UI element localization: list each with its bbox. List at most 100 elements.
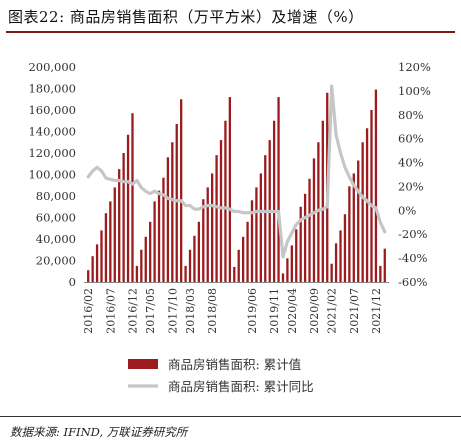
x-tick-label: 2016/07 [104, 288, 117, 334]
left-tick-label: 80,000 [36, 189, 76, 203]
bar-2018/10 [219, 140, 223, 282]
bar-2022/03 [383, 248, 386, 282]
x-tick-label: 2017/05 [144, 288, 157, 334]
bar-2016/09 [118, 169, 121, 283]
bar-2021/11 [370, 110, 373, 282]
bar-2019/12 [277, 97, 280, 282]
bar-2017/04 [144, 236, 147, 282]
bar-2020/07 [303, 193, 307, 282]
right-tick-label: 100% [398, 84, 431, 98]
left-tick-label: 0 [69, 275, 76, 289]
bar-2017/03 [140, 249, 143, 282]
bar-2018/03 [188, 249, 192, 282]
bar-2020/05 [295, 229, 298, 282]
x-tick-label: 2021/07 [348, 288, 361, 334]
bar-2021/12 [374, 89, 378, 282]
x-axis: 2016/02 2016/07 2016/12 2017/05 2017/10 2018/… [82, 288, 383, 334]
left-tick-label: 180,000 [28, 82, 76, 96]
legend-bar-swatch [128, 359, 158, 369]
bar-2017/02 [135, 265, 139, 283]
left-tick-label: 120,000 [28, 146, 76, 160]
bar-2020/09 [312, 158, 316, 283]
bar-2019/05 [246, 221, 249, 282]
legend-line-label: 商品房销售面积: 累计同比 [168, 379, 314, 394]
bar-2019/09 [264, 155, 267, 282]
bar-2016/08 [113, 187, 116, 282]
bar-2020/06 [299, 206, 302, 282]
bar-2020/11 [321, 120, 324, 282]
bar-2016/02 [87, 270, 90, 282]
bar-2018/08 [211, 173, 214, 282]
bar-2018/09 [215, 155, 218, 282]
left-tick-label: 200,000 [28, 60, 76, 74]
bar-2019/03 [237, 249, 240, 282]
bar-2020/02 [281, 273, 285, 282]
legend-bar-label: 商品房销售面积: 累计值 [168, 357, 301, 372]
bar-2018/11 [224, 120, 227, 282]
bar-2018/07 [206, 187, 209, 282]
bar-2016/10 [122, 153, 125, 282]
bar-2018/12 [228, 97, 232, 282]
bar-2017/08 [162, 177, 165, 282]
bar-2017/12 [180, 99, 183, 282]
left-tick-label: 160,000 [28, 103, 76, 117]
left-tick-label: 100,000 [28, 168, 76, 182]
bar-2019/02 [233, 266, 236, 282]
x-tick-label: 2020/04 [286, 288, 299, 334]
bar-2016/12 [131, 113, 134, 282]
x-tick-label: 2021/02 [326, 288, 339, 334]
left-tick-label: 60,000 [36, 211, 76, 225]
line-series [86, 84, 387, 259]
source-note: 数据来源: IFIND, 万联证券研究所 [10, 425, 188, 439]
bar-2021/02 [330, 263, 333, 282]
x-tick-label: 2018/08 [206, 288, 219, 334]
left-tick-label: 40,000 [36, 232, 76, 246]
x-tick-label: 2020/09 [308, 288, 321, 334]
right-tick-label: 20% [398, 179, 424, 193]
bar-2016/05 [100, 230, 103, 282]
footer-rule [0, 416, 461, 417]
right-tick-label: -40% [398, 251, 428, 265]
bar-2017/07 [157, 190, 161, 283]
bar-2021/03 [334, 243, 338, 282]
right-tick-label: 120% [398, 60, 431, 74]
bar-2021/06 [348, 186, 351, 282]
bar-2017/11 [175, 123, 178, 282]
bar-2016/03 [91, 256, 94, 282]
bar-2020/08 [308, 178, 311, 282]
bar-2019/04 [241, 236, 245, 282]
bar-2020/03 [286, 258, 289, 282]
bar-2019/08 [259, 173, 262, 282]
bar-2021/05 [343, 214, 347, 282]
x-tick-label: 2017/10 [166, 288, 179, 334]
bar-2021/08 [357, 160, 360, 282]
bar-2018/05 [197, 221, 201, 282]
bar-2018/04 [193, 235, 196, 282]
bar-2017/09 [166, 157, 170, 282]
bar-2018/02 [184, 265, 187, 283]
yoy-line [86, 84, 387, 259]
left-tick-label: 20,000 [36, 254, 76, 268]
x-tick-label: 2016/12 [126, 288, 139, 334]
right-tick-label: 60% [398, 132, 424, 146]
bar-2016/11 [126, 134, 130, 282]
bar-2021/04 [339, 230, 342, 282]
left-axis: 0 20,000 40,000 60,000 80,000 100,000 120,000 1… [28, 60, 76, 289]
bar-2018/06 [202, 199, 205, 282]
bar-2020/04 [290, 245, 293, 282]
right-tick-label: -20% [398, 227, 428, 241]
right-tick-label: 80% [398, 108, 424, 122]
x-tick-label: 2021/12 [370, 288, 383, 334]
bar-2021/09 [361, 142, 364, 282]
x-tick-label: 2018/03 [184, 288, 197, 334]
bar-2019/06 [250, 200, 254, 282]
x-tick-label: 2016/02 [82, 288, 95, 334]
x-tick-label: 2019/11 [268, 288, 281, 334]
bar-2017/06 [153, 201, 156, 283]
bar-2019/11 [272, 120, 276, 282]
chart-svg: 0 20,000 40,000 60,000 80,000 100,000 120,000 1… [28, 60, 431, 394]
right-tick-label: 0% [398, 203, 416, 217]
bar-2016/04 [95, 244, 99, 283]
